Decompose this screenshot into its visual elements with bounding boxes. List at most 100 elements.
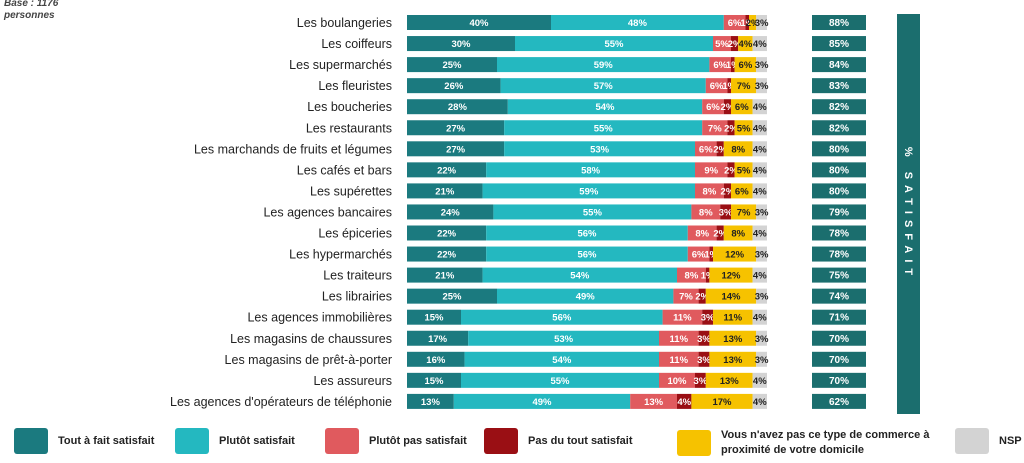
data-label: 49% bbox=[532, 397, 552, 408]
data-label: 4% bbox=[739, 39, 753, 50]
bar-segment bbox=[486, 162, 695, 178]
bar-segment bbox=[515, 36, 713, 52]
legend-label: Pas du tout satisfait bbox=[528, 434, 633, 447]
satisfait-value: 85% bbox=[829, 39, 849, 50]
data-label: 54% bbox=[570, 271, 590, 282]
data-label: 16% bbox=[426, 355, 446, 366]
bar-segment bbox=[407, 183, 483, 199]
data-label: 56% bbox=[552, 313, 572, 324]
category-label: Les supérettes bbox=[310, 184, 392, 198]
satisfait-box bbox=[812, 99, 866, 115]
data-label: 3% bbox=[755, 250, 769, 261]
bar-segment bbox=[504, 120, 703, 136]
data-label: 1% bbox=[740, 18, 754, 29]
satisfait-value: 79% bbox=[829, 207, 849, 218]
category-label: Les fleuristes bbox=[318, 79, 392, 93]
bar-segment bbox=[630, 393, 677, 409]
data-label: 2% bbox=[713, 229, 727, 240]
bar-segment bbox=[493, 204, 692, 220]
bar-segment bbox=[687, 225, 717, 241]
data-label: 4% bbox=[753, 165, 767, 176]
bar-segment bbox=[702, 120, 728, 136]
category-label: Les supermarchés bbox=[289, 58, 392, 72]
data-label: 4% bbox=[753, 186, 767, 197]
data-label: 22% bbox=[437, 165, 457, 176]
data-label: 3% bbox=[694, 376, 708, 387]
bar-segment bbox=[756, 351, 767, 367]
legend-label: Vous n'avez pas ce type de commerce à pr… bbox=[721, 429, 930, 456]
data-label: 6% bbox=[710, 81, 724, 92]
satisfait-box bbox=[812, 288, 866, 304]
bar-segment bbox=[716, 225, 724, 241]
legend-item: Plutôt satisfait bbox=[175, 428, 295, 454]
data-label: 11% bbox=[670, 334, 689, 345]
satisfait-value: 62% bbox=[829, 397, 849, 408]
bar-segment bbox=[705, 78, 728, 94]
data-label: 13% bbox=[720, 376, 740, 387]
data-label: 17% bbox=[428, 334, 448, 345]
bar-segment bbox=[482, 183, 695, 199]
bar-segment bbox=[695, 372, 706, 388]
satisfait-value: 71% bbox=[829, 313, 849, 324]
data-label: 4% bbox=[753, 123, 767, 134]
satisfait-box bbox=[812, 162, 866, 178]
legend-swatch bbox=[14, 428, 48, 454]
data-label: 4% bbox=[677, 397, 691, 408]
data-label: 55% bbox=[604, 39, 624, 50]
data-label: 9% bbox=[704, 165, 718, 176]
satisfait-box bbox=[812, 183, 866, 199]
bar-segment bbox=[723, 99, 731, 115]
data-label: 56% bbox=[577, 229, 597, 240]
data-label: 4% bbox=[753, 397, 767, 408]
data-label: 3% bbox=[697, 355, 711, 366]
data-label: 58% bbox=[581, 165, 601, 176]
bar-segment bbox=[486, 225, 688, 241]
category-label: Les marchands de fruits et légumes bbox=[194, 142, 392, 156]
bar-segment bbox=[731, 204, 757, 220]
bar-segment bbox=[673, 288, 699, 304]
bar-segment bbox=[709, 351, 757, 367]
bar-segment bbox=[482, 267, 677, 283]
data-label: 11% bbox=[670, 355, 689, 366]
data-label: 13% bbox=[421, 397, 441, 408]
data-label: 22% bbox=[437, 229, 457, 240]
category-label: Les boucheries bbox=[307, 100, 392, 114]
bar-segment bbox=[407, 57, 497, 73]
bar-segment bbox=[659, 372, 695, 388]
data-label: 6% bbox=[699, 144, 713, 155]
bar-segment bbox=[723, 225, 753, 241]
bar-segment bbox=[727, 162, 735, 178]
bar-segment bbox=[709, 267, 753, 283]
bar-segment bbox=[720, 204, 731, 220]
legend-swatch bbox=[955, 428, 989, 454]
bar-segment bbox=[731, 36, 739, 52]
satisfait-value: 78% bbox=[829, 250, 849, 261]
bar-segment bbox=[687, 246, 710, 262]
bar-segment bbox=[723, 141, 753, 157]
category-label: Les boulangeries bbox=[297, 16, 392, 30]
legend: Tout à fait satisfait Plutôt satisfait Plu… bbox=[0, 428, 1024, 463]
bar-segment bbox=[407, 99, 508, 115]
legend-item: NSP bbox=[955, 428, 1022, 454]
data-label: 40% bbox=[469, 18, 489, 29]
data-label: 6% bbox=[706, 102, 720, 113]
data-label: 6% bbox=[735, 102, 749, 113]
satisfait-value: 74% bbox=[829, 292, 849, 303]
satisfait-box bbox=[812, 36, 866, 52]
bar-segment bbox=[407, 267, 483, 283]
legend-label: Tout à fait satisfait bbox=[58, 434, 155, 447]
data-label: 1% bbox=[722, 81, 736, 92]
data-label: 3% bbox=[755, 334, 769, 345]
data-label: 27% bbox=[446, 123, 466, 134]
data-label: 1% bbox=[704, 250, 718, 261]
satisfait-value: 82% bbox=[829, 102, 849, 113]
bar-segment bbox=[407, 162, 487, 178]
data-label: 6% bbox=[739, 60, 753, 71]
satisfait-box bbox=[812, 351, 866, 367]
bar-segment bbox=[752, 309, 767, 325]
satisfait-column-bar bbox=[897, 14, 920, 414]
data-label: 6% bbox=[692, 250, 706, 261]
bar-segment bbox=[716, 141, 724, 157]
data-label: 4% bbox=[753, 376, 767, 387]
bar-segment bbox=[662, 309, 703, 325]
